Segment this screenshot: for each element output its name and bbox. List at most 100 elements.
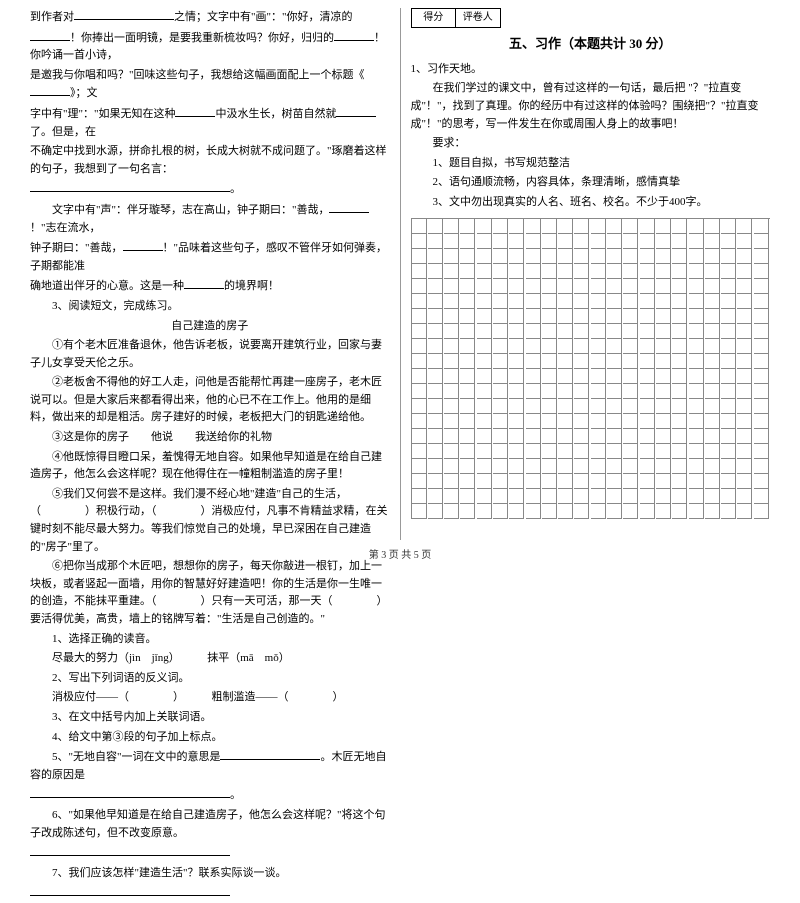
text-line: 确地道出伴牙的心意。这是一种的境界啊！ [30,277,390,296]
grid-cell [428,309,443,324]
grid-cell [640,339,655,354]
right-column: 得分 评卷人 五、习作（本题共计 30 分） 1、习作天地。 在我们学过的课文中… [401,8,781,540]
grid-cell [656,369,671,384]
grid-cell [623,234,638,249]
grid-cell [509,294,524,309]
grid-cell [656,249,671,264]
grid-cell [640,264,655,279]
grid-cell [607,354,622,369]
grid-cell [689,384,704,399]
grid-cell [558,219,573,234]
grid-cell [640,219,655,234]
grid-cell [672,504,687,519]
grid-cell [493,474,508,489]
grid-cell [672,234,687,249]
grid-cell [737,294,752,309]
blank-line [30,844,390,863]
grid-cell [737,219,752,234]
grid-cell [493,399,508,414]
grid-cell [509,444,524,459]
grid-cell [477,294,492,309]
grid-cell [640,414,655,429]
grid-cell [754,279,769,294]
grid-cell [607,444,622,459]
grid-cell [526,279,541,294]
grid-cell [591,294,606,309]
grid-cell [493,324,508,339]
grid-cell [477,489,492,504]
grid-cell [509,459,524,474]
grid-cell [444,339,459,354]
grid-cell [737,354,752,369]
grid-cell [705,234,720,249]
grid-cell [444,249,459,264]
grid-cell [542,264,557,279]
page-container: 到作者对之情；文字中有"画"："你好，清凉的 ！你捧出一面明镜，是要我重新梳妆吗… [0,0,800,540]
grid-cell [672,294,687,309]
grid-cell [754,309,769,324]
grid-cell [623,414,638,429]
grid-cell [656,429,671,444]
grid-cell [444,264,459,279]
grid-cell [558,504,573,519]
grid-cell [444,429,459,444]
grid-cell [412,234,427,249]
grid-cell [623,474,638,489]
grid-cell [737,384,752,399]
grid-cell [623,294,638,309]
question-7: 7、我们应该怎样"建造生活"？联系实际谈一谈。 [30,865,390,883]
grid-cell [558,369,573,384]
grid-cell [656,219,671,234]
text-line: 钟子期曰："善哉，！"品味着这些句子，感叹不管伴牙如何弹奏，子期都能准 [30,239,390,275]
grid-cell [607,264,622,279]
passage-p1: ①有个老木匠准备退休，他告诉老板，说要离开建筑行业，回家与妻子儿女享受天伦之乐。 [30,337,390,372]
grid-cell [640,249,655,264]
grid-cell [754,459,769,474]
grid-cell [574,339,589,354]
grid-cell [754,354,769,369]
grid-cell [656,354,671,369]
grid-cell [591,474,606,489]
essay-prompt: 在我们学过的课文中，曾有过这样的一句话，最后把 "？"拉直变成"！"，找到了真理… [411,80,771,133]
grid-cell [672,489,687,504]
grid-cell [754,294,769,309]
grid-cell [705,309,720,324]
grid-cell [526,459,541,474]
grid-cell [721,474,736,489]
grid-cell [672,429,687,444]
grid-cell [542,429,557,444]
grid-cell [705,339,720,354]
grid-cell [509,369,524,384]
grid-cell [737,444,752,459]
grid-cell [656,279,671,294]
grid-cell [526,249,541,264]
grid-cell [493,489,508,504]
grid-cell [672,219,687,234]
question-5: 5、"无地自容"一词在文中的意思是。木匠无地自容的原因是 [30,748,390,784]
grid-cell [428,384,443,399]
grid-cell [412,354,427,369]
grid-cell [574,354,589,369]
grid-cell [689,489,704,504]
question-6: 6、"如果他早知道是在给自己建造房子，他怎么会这样呢？"将这个句子改成陈述句，但… [30,807,390,842]
grid-cell [542,354,557,369]
grid-cell [574,474,589,489]
grid-cell [526,489,541,504]
grid-cell [754,444,769,459]
grid-cell [428,294,443,309]
grid-cell [607,324,622,339]
grid-cell [689,414,704,429]
grid-cell [493,369,508,384]
grid-cell [754,264,769,279]
grid-cell [607,504,622,519]
grid-cell [412,399,427,414]
grid-cell [477,354,492,369]
grid-cell [558,399,573,414]
grid-cell [428,399,443,414]
grid-cell [721,414,736,429]
grid-cell [721,384,736,399]
grid-cell [412,219,427,234]
grid-cell [607,234,622,249]
grid-cell [526,309,541,324]
grid-cell [542,294,557,309]
